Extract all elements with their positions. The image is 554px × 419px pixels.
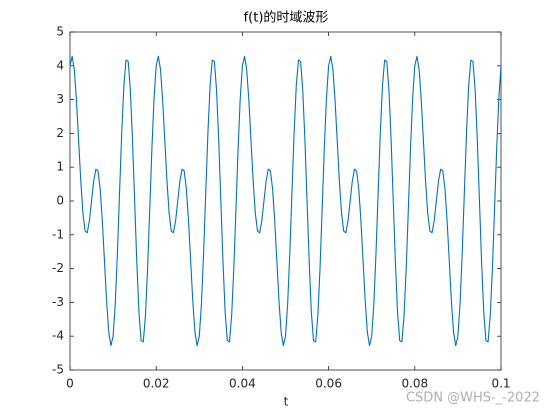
x-tick-label: 0.1 <box>491 377 510 391</box>
y-tick-label: -4 <box>52 329 64 343</box>
x-tick-label: 0.08 <box>401 377 428 391</box>
y-tick-label: -2 <box>52 261 64 275</box>
y-tick-label: -3 <box>52 295 64 309</box>
y-tick-label: 4 <box>56 58 64 72</box>
y-tick-label: 0 <box>56 194 64 208</box>
data-line <box>69 55 502 347</box>
x-axis-label: t <box>284 395 289 409</box>
x-tick-label: 0.02 <box>143 377 170 391</box>
y-tick-label: 1 <box>56 160 64 174</box>
y-tick-label: 2 <box>56 126 64 140</box>
chart-title: f(t)的时域波形 <box>244 10 329 26</box>
x-tick-label: 0.06 <box>315 377 342 391</box>
y-tick-label: 3 <box>56 92 64 106</box>
y-tick-label: -5 <box>52 363 64 377</box>
x-tick-label: 0 <box>66 377 74 391</box>
x-tick-label: 0.04 <box>229 377 256 391</box>
watermark: CSDN @WHS-_-2022 <box>406 391 540 406</box>
y-tick-label: 5 <box>56 25 64 39</box>
y-tick-label: -1 <box>52 227 64 241</box>
